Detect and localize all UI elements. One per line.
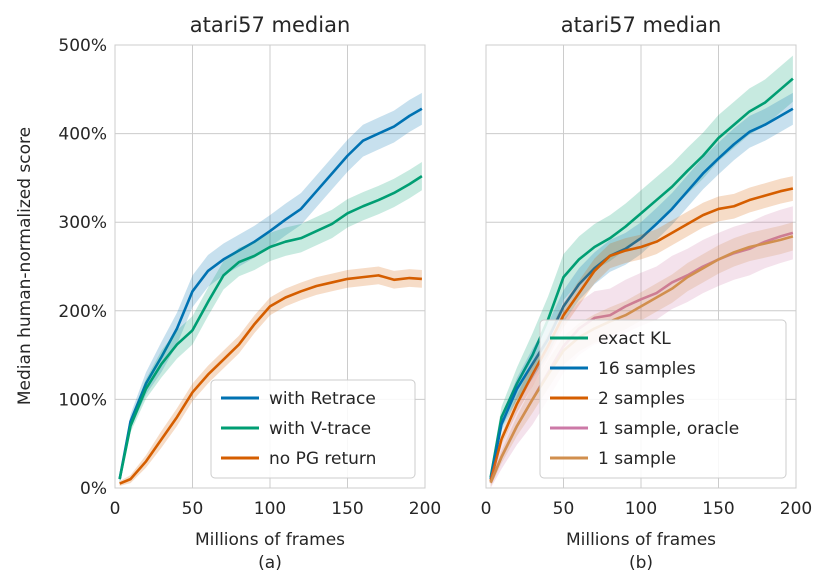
panel-caption: (a) xyxy=(258,553,282,573)
x-tick-label: 100 xyxy=(254,499,286,519)
x-axis-label: Millions of frames xyxy=(566,530,716,550)
y-tick-label: 0% xyxy=(80,479,107,499)
series-line-0 xyxy=(118,107,423,480)
chart-title: atari57 median xyxy=(190,13,351,37)
plot-frame xyxy=(114,44,426,489)
legend-box xyxy=(210,379,416,479)
x-tick-label: 100 xyxy=(625,499,657,519)
x-tick-label: 200 xyxy=(409,499,441,519)
legend-label: no PG return xyxy=(269,449,376,469)
chart-panel-a: 0 50 100 150 200 0% 100% 200% 300% 400% 500% atari5… xyxy=(58,13,441,573)
x-tick-label: 200 xyxy=(780,499,812,519)
series-line-1 xyxy=(118,175,423,480)
x-tick-label: 50 xyxy=(553,499,575,519)
series-band xyxy=(490,55,793,484)
x-tick-label: 150 xyxy=(702,499,734,519)
series-line-2 xyxy=(119,274,422,485)
series-line-2 xyxy=(489,187,794,482)
legend-label: 1 sample, oracle xyxy=(598,419,739,439)
x-tick-label: 0 xyxy=(110,499,121,519)
series-line-4 xyxy=(489,235,794,484)
x-tick-label: 0 xyxy=(481,499,492,519)
x-tick-label: 50 xyxy=(182,499,204,519)
legend-label: 1 sample xyxy=(598,449,676,469)
legend: exact KL 16 samples 2 samples 1 sample, ora… xyxy=(539,319,787,479)
chart-title: atari57 median xyxy=(561,13,722,37)
series-band xyxy=(119,92,422,484)
legend: with Retrace with V-trace no PG return xyxy=(210,379,416,479)
legend-label: exact KL xyxy=(598,329,671,349)
y-tick-label: 400% xyxy=(58,125,107,145)
y-tick-label: 100% xyxy=(58,390,107,410)
legend-label: 16 samples xyxy=(598,359,696,379)
legend-label: with V-trace xyxy=(269,419,371,439)
series-band xyxy=(490,92,793,484)
panel-caption: (b) xyxy=(629,553,653,573)
series-line-0 xyxy=(489,77,794,478)
series-band xyxy=(490,206,793,488)
chart-panel-b: 0 50 100 150 200 atari57 median Millions of fr… xyxy=(481,13,813,573)
series-band xyxy=(490,222,793,487)
x-tick-label: 150 xyxy=(331,499,363,519)
legend-box xyxy=(539,319,787,479)
legend-label: with Retrace xyxy=(269,389,376,409)
legend-label: 2 samples xyxy=(598,389,685,409)
y-axis-label: Median human-normalized score xyxy=(15,127,35,405)
y-tick-label: 200% xyxy=(58,302,107,322)
series-line-1 xyxy=(489,107,794,480)
series-band xyxy=(119,266,422,487)
plot-frame xyxy=(485,44,797,489)
x-axis-label: Millions of frames xyxy=(195,530,345,550)
y-tick-label: 300% xyxy=(58,213,107,233)
y-tick-label: 500% xyxy=(58,36,107,56)
